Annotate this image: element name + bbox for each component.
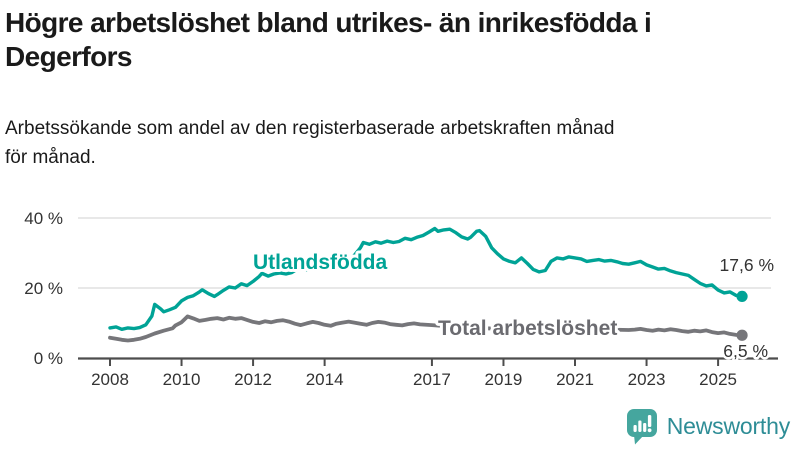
end-dot-utlandsf-dda [736, 290, 748, 302]
y-tick-label: 40 % [24, 209, 63, 228]
x-tick-label: 2012 [234, 370, 272, 389]
chart-subtitle: Arbetssökande som andel av den registerb… [5, 118, 615, 168]
data-series-lines [108, 226, 744, 343]
series-label-utlandsfodda: Utlandsfödda [253, 251, 387, 274]
x-tick-label: 2010 [163, 370, 201, 389]
line-utlandsf-dda [108, 226, 744, 331]
gridlines: 0 % 20 % 40 % [24, 209, 771, 368]
series-label-total-arbetsloshet: Total arbetslöshet [438, 317, 617, 340]
newsworthy-logo[interactable]: Newsworthy [625, 407, 790, 445]
x-tick-label: 2019 [485, 370, 523, 389]
end-dot-total-arbetsl-shet [736, 329, 748, 341]
x-tick-label: 2021 [556, 370, 594, 389]
x-tick-label: 2014 [306, 370, 344, 389]
end-value-label-utlandsfodda: 17,6 % [720, 255, 774, 275]
x-tick-label: 2023 [628, 370, 666, 389]
x-axis: 2008 2010 2012 2014 2017 2019 2021 2023 2025 [78, 357, 778, 389]
chart-title: Högre arbetslöshet bland utrikes- än inr… [5, 7, 652, 73]
series-end-dots [736, 290, 748, 341]
x-tick-label: 2017 [413, 370, 451, 389]
x-tick-label: 2008 [91, 370, 129, 389]
newsworthy-logo-text: Newsworthy [666, 412, 790, 439]
y-tick-label: 0 % [34, 349, 63, 368]
newsworthy-chart-bubble-icon [626, 409, 657, 445]
chart-labels: Utlandsfödda Total arbetslöshet 17,6 % 6… [250, 248, 777, 364]
x-tick-label: 2025 [699, 370, 737, 389]
end-value-label-total: 6,5 % [723, 341, 768, 361]
y-tick-label: 20 % [24, 279, 63, 298]
line-total-arbetsl-shet [108, 314, 744, 343]
